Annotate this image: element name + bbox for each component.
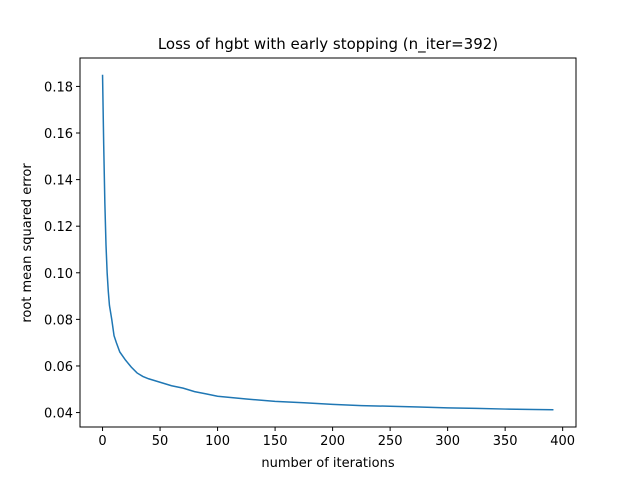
chart-title: Loss of hgbt with early stopping (n_iter… — [158, 35, 498, 54]
y-tick-label: 0.14 — [44, 174, 73, 189]
y-tick-label: 0.04 — [44, 407, 73, 422]
y-axis-label: root mean squared error — [20, 163, 35, 323]
x-tick-label: 300 — [435, 434, 460, 449]
line-series — [101, 74, 554, 411]
y-tick-label: 0.12 — [44, 220, 73, 235]
x-tick-label: 350 — [493, 434, 518, 449]
x-tick-label: 100 — [205, 434, 230, 449]
y-tick-label: 0.16 — [44, 127, 73, 142]
x-axis-label: number of iterations — [261, 456, 394, 471]
x-tick-label: 50 — [152, 434, 169, 449]
plot-frame — [79, 57, 577, 428]
y-tick-label: 0.06 — [44, 360, 73, 375]
x-tick-label: 200 — [320, 434, 345, 449]
x-tick-label: 0 — [98, 434, 106, 449]
y-tick-label: 0.18 — [44, 80, 73, 95]
y-tick-label: 0.08 — [44, 313, 73, 328]
x-tick-label: 150 — [263, 434, 288, 449]
x-tick-label: 250 — [378, 434, 403, 449]
x-tick-label: 400 — [550, 434, 575, 449]
y-tick-label: 0.10 — [44, 267, 73, 282]
